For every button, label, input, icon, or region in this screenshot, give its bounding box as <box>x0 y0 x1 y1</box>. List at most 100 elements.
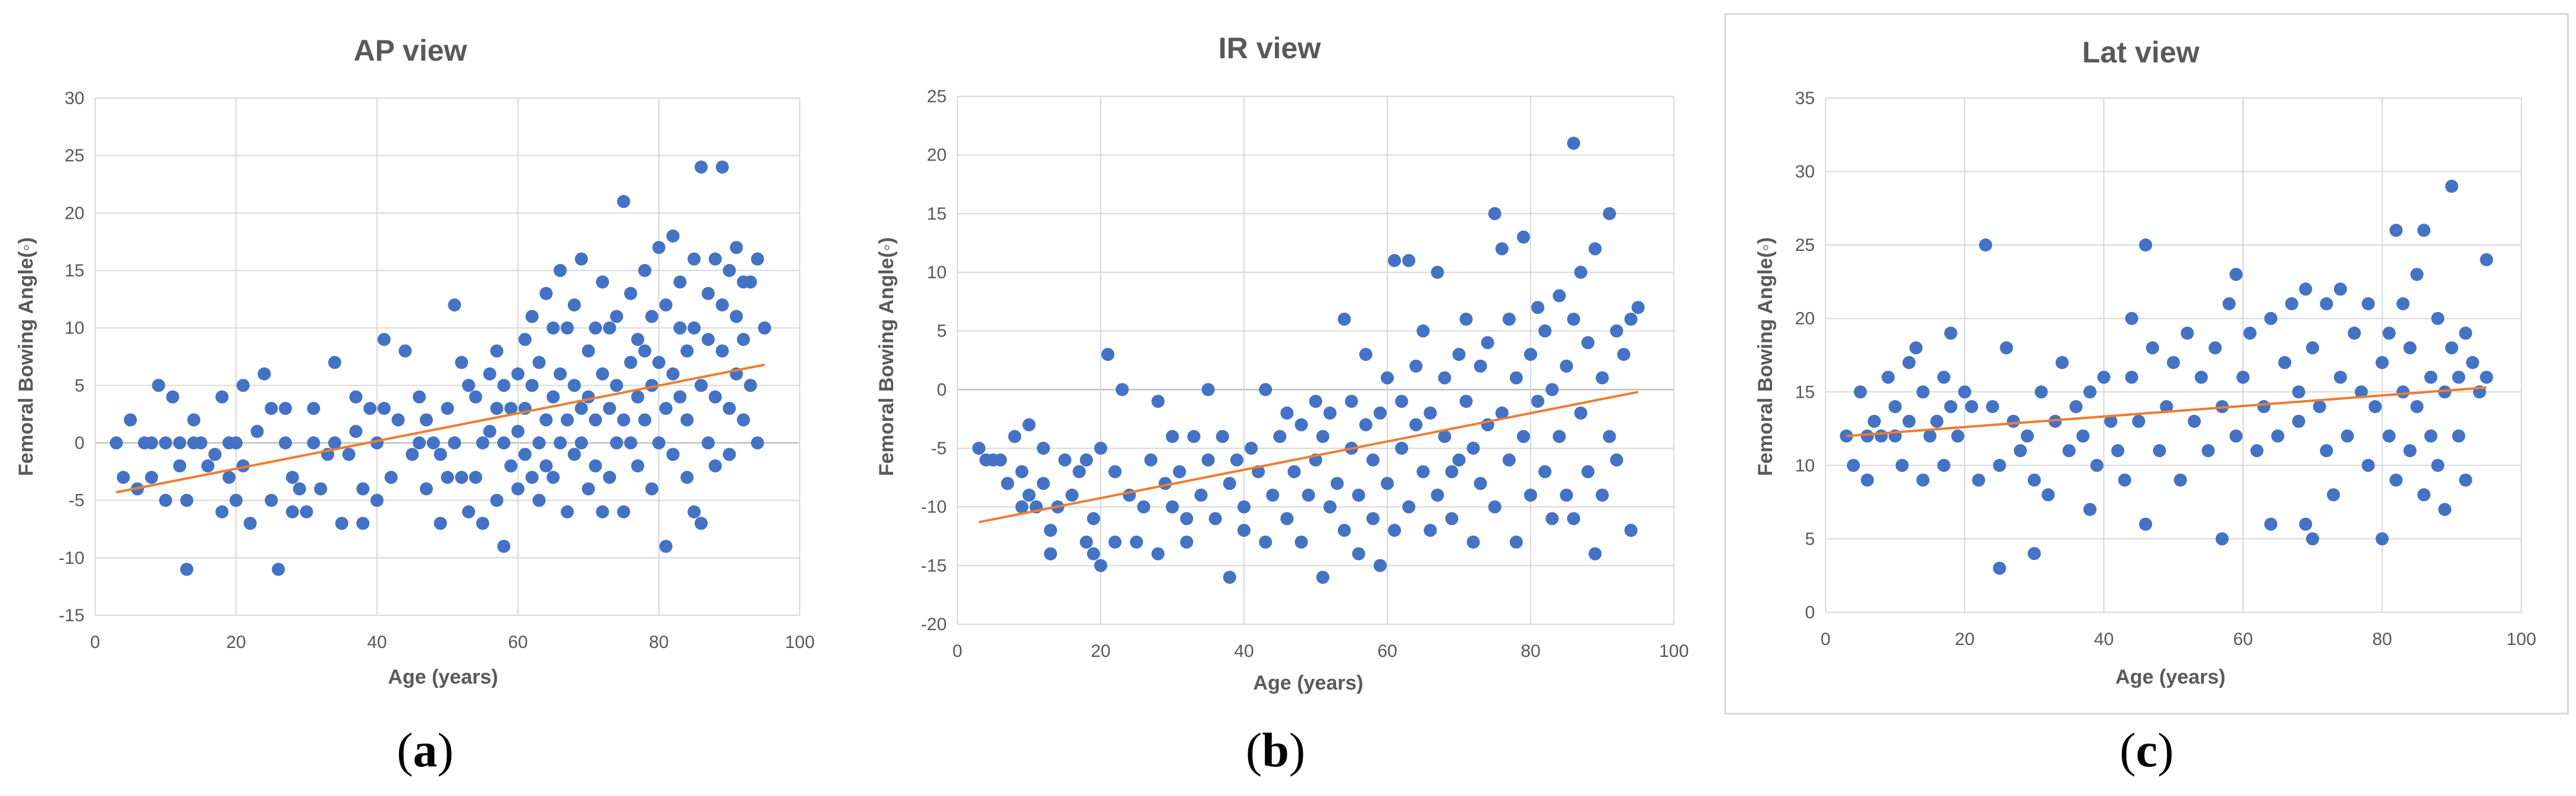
data-point <box>737 333 750 346</box>
data-point <box>469 390 482 404</box>
data-point <box>525 471 539 484</box>
chart-title: Lat view <box>2082 36 2199 69</box>
data-point <box>546 321 560 335</box>
data-point <box>208 448 222 461</box>
data-point <box>1481 336 1494 350</box>
data-point <box>1022 418 1036 432</box>
data-point <box>265 493 278 507</box>
data-point <box>645 310 659 323</box>
data-point <box>1194 488 1208 502</box>
data-point <box>589 413 602 427</box>
data-point <box>469 471 482 484</box>
data-point <box>603 471 617 484</box>
data-point <box>1624 312 1638 326</box>
data-point <box>1409 359 1423 373</box>
data-point <box>1337 312 1351 326</box>
data-point <box>1854 385 1867 399</box>
data-point <box>708 390 722 404</box>
data-point <box>737 413 750 427</box>
data-point <box>1072 465 1086 479</box>
data-point <box>2034 385 2048 399</box>
data-point <box>1259 535 1273 549</box>
data-point <box>215 505 229 518</box>
data-point <box>2341 429 2354 443</box>
data-point <box>1215 430 1229 443</box>
data-point <box>2333 370 2347 384</box>
y-tick-label: -10 <box>59 548 84 568</box>
data-point <box>1979 238 1993 252</box>
y-axis-title: Femoral Bowing Angle(◦) <box>1754 237 1777 476</box>
data-point <box>589 459 602 473</box>
data-point <box>1452 453 1466 467</box>
data-point <box>1086 512 1100 526</box>
data-point <box>652 355 665 369</box>
data-point <box>1395 395 1409 408</box>
data-point <box>1044 524 1057 537</box>
data-point <box>1352 488 1365 502</box>
x-tick-label: 0 <box>953 641 963 661</box>
data-point <box>194 436 208 449</box>
data-point <box>701 333 715 346</box>
data-point <box>285 505 299 518</box>
data-point <box>730 241 743 254</box>
data-point <box>2250 444 2264 458</box>
data-point <box>1610 324 1623 338</box>
x-tick-label: 60 <box>2233 630 2253 649</box>
data-point <box>159 493 172 507</box>
data-point <box>1151 547 1165 561</box>
data-point <box>2083 385 2097 399</box>
data-point <box>497 379 511 392</box>
data-point <box>328 436 341 449</box>
data-point <box>2215 532 2229 546</box>
data-point <box>638 344 652 358</box>
data-point <box>124 413 137 427</box>
data-point <box>518 333 532 346</box>
data-point <box>391 413 405 427</box>
data-point <box>1079 535 1093 549</box>
data-point <box>1488 500 1501 514</box>
data-point <box>574 436 588 449</box>
data-point <box>2055 355 2069 369</box>
data-point <box>1036 477 1050 490</box>
x-tick-label: 40 <box>1234 641 1254 661</box>
data-point <box>560 321 574 335</box>
data-point <box>349 390 363 404</box>
data-point <box>1567 312 1581 326</box>
data-point <box>560 413 574 427</box>
data-point <box>1015 465 1029 479</box>
data-point <box>1409 418 1423 432</box>
data-point <box>525 379 539 392</box>
data-point <box>567 448 581 461</box>
x-tick-label: 40 <box>2094 630 2113 649</box>
x-tick-label: 60 <box>508 633 527 652</box>
data-point <box>243 517 257 530</box>
caption-b-letter: b <box>1262 723 1289 777</box>
data-point <box>419 482 433 496</box>
caption-a-close: ) <box>437 723 454 777</box>
data-point <box>1502 312 1516 326</box>
data-point <box>483 367 497 380</box>
data-point <box>2076 429 2090 443</box>
data-point <box>582 482 595 496</box>
data-point <box>1466 442 1480 455</box>
data-point <box>659 540 673 553</box>
x-tick-label: 20 <box>1091 641 1110 661</box>
y-tick-label: 0 <box>1805 603 1815 622</box>
data-point <box>1280 406 1294 420</box>
data-point <box>2118 473 2132 487</box>
x-tick-label: 0 <box>1821 630 1831 649</box>
data-point <box>2389 473 2403 487</box>
data-point <box>278 436 292 449</box>
data-point <box>610 310 623 323</box>
data-point <box>666 367 680 380</box>
data-point <box>582 344 595 358</box>
data-point <box>2320 444 2333 458</box>
data-point <box>1022 488 1036 502</box>
data-point <box>2139 238 2153 252</box>
data-point <box>1617 348 1631 361</box>
data-point <box>2452 370 2465 384</box>
data-point <box>1101 348 1115 361</box>
data-point <box>730 310 743 323</box>
y-tick-label: 15 <box>65 261 84 281</box>
data-point <box>2459 473 2473 487</box>
